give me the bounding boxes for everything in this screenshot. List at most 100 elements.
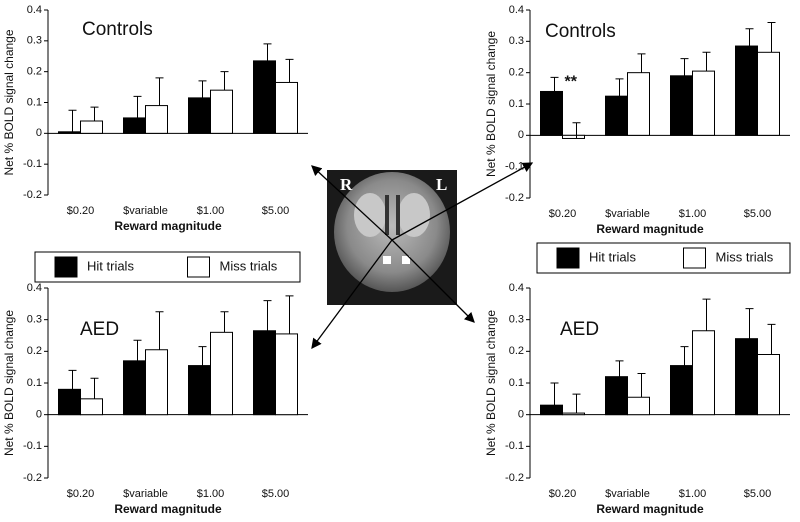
error-bar <box>572 122 581 139</box>
error-bar <box>637 53 646 73</box>
y-tick-label: 0.4 <box>27 4 42 16</box>
error-bar <box>745 308 754 339</box>
bar <box>757 51 780 136</box>
bar <box>605 95 628 136</box>
bar <box>253 330 276 416</box>
y-tick-label: -0.1 <box>23 440 42 452</box>
bar <box>253 60 276 134</box>
legend-label: Hit trials <box>87 258 134 273</box>
bar <box>735 338 758 416</box>
bar <box>275 333 298 416</box>
x-tick-label: $variable <box>605 208 650 220</box>
y-tick-label: 0 <box>36 127 42 139</box>
y-tick-label: 0.2 <box>509 67 524 79</box>
bar <box>692 330 715 416</box>
x-tick-label: $5.00 <box>744 488 772 500</box>
bar <box>188 365 211 416</box>
x-tick-label: $1.00 <box>679 488 707 500</box>
error-bar <box>680 58 689 76</box>
error-bar <box>133 339 142 361</box>
y-tick-label: 0.3 <box>509 314 524 326</box>
y-tick-label: 0.4 <box>27 282 42 294</box>
error-bar <box>615 360 624 377</box>
bar <box>757 354 780 416</box>
x-tick-label: $5.00 <box>262 488 290 500</box>
y-tick-label: 0 <box>518 409 524 421</box>
bar <box>562 134 585 139</box>
y-axis-label: Net % BOLD signal change <box>484 310 498 456</box>
error-bar <box>133 95 142 118</box>
legend-swatch <box>54 256 78 278</box>
x-tick-label: $variable <box>123 488 168 500</box>
bar <box>735 45 758 136</box>
error-bar <box>198 346 207 366</box>
x-tick-label: $5.00 <box>744 208 772 220</box>
bar <box>692 70 715 136</box>
bar <box>627 396 650 416</box>
error-bar <box>637 373 646 398</box>
y-tick-label: 0.2 <box>27 345 42 357</box>
x-tick-label: $1.00 <box>197 488 225 500</box>
legend-swatch <box>187 256 210 278</box>
y-tick-label: 0.3 <box>27 314 42 326</box>
legend-label: Hit trials <box>589 249 636 264</box>
error-bar <box>572 393 581 414</box>
y-tick-label: -0.1 <box>505 161 524 173</box>
y-axis-label: Net % BOLD signal change <box>2 310 16 456</box>
y-tick-label: -0.2 <box>23 189 42 201</box>
y-tick-label: 0.1 <box>27 96 42 108</box>
y-tick-label: -0.2 <box>505 472 524 484</box>
bar <box>275 81 298 134</box>
brain-label: L <box>436 175 447 194</box>
x-tick-label: $variable <box>605 488 650 500</box>
y-tick-label: 0.4 <box>509 4 524 16</box>
error-bar <box>263 300 272 331</box>
error-bar <box>220 311 229 333</box>
y-tick-label: 0.2 <box>27 66 42 78</box>
error-bar <box>68 109 77 132</box>
y-axis-label: Net % BOLD signal change <box>2 29 16 175</box>
error-bar <box>220 71 229 91</box>
bar <box>58 388 81 416</box>
y-tick-label: 0.1 <box>509 98 524 110</box>
bar <box>145 349 168 416</box>
bar <box>188 97 211 134</box>
legend-swatch <box>683 247 706 269</box>
y-axis-label: Net % BOLD signal change <box>484 31 498 177</box>
x-tick-label: $0.20 <box>549 208 577 220</box>
bar <box>605 376 628 416</box>
error-bar <box>550 76 559 92</box>
x-tick-label: $0.20 <box>67 488 95 500</box>
y-tick-label: 0.3 <box>27 35 42 47</box>
error-bar <box>615 78 624 97</box>
y-tick-label: 0 <box>518 129 524 141</box>
x-tick-label: $1.00 <box>197 205 225 217</box>
x-axis-label: Reward magnitude <box>596 222 704 236</box>
legend <box>34 251 301 283</box>
x-tick-label: $1.00 <box>679 208 707 220</box>
bar <box>540 404 563 416</box>
error-bar <box>745 28 754 47</box>
error-bar <box>263 43 272 61</box>
error-bar <box>767 323 776 355</box>
chart-title: Controls <box>82 19 153 40</box>
bar <box>145 105 168 134</box>
legend-label: Miss trials <box>716 249 774 264</box>
bar <box>670 365 693 416</box>
y-tick-label: 0.1 <box>27 377 42 389</box>
error-bar <box>702 298 711 331</box>
y-tick-label: 0.4 <box>509 282 524 294</box>
error-bar <box>68 369 77 390</box>
bar <box>58 131 81 134</box>
error-bar <box>285 58 294 83</box>
legend-swatch <box>556 247 580 269</box>
y-tick-label: -0.1 <box>505 440 524 452</box>
brain-image: R L <box>327 170 457 305</box>
bar <box>123 117 146 134</box>
x-axis-label: Reward magnitude <box>114 219 222 233</box>
y-tick-label: -0.2 <box>505 192 524 204</box>
bar <box>540 90 563 136</box>
x-axis-label: Reward magnitude <box>596 502 704 516</box>
bar <box>670 75 693 136</box>
